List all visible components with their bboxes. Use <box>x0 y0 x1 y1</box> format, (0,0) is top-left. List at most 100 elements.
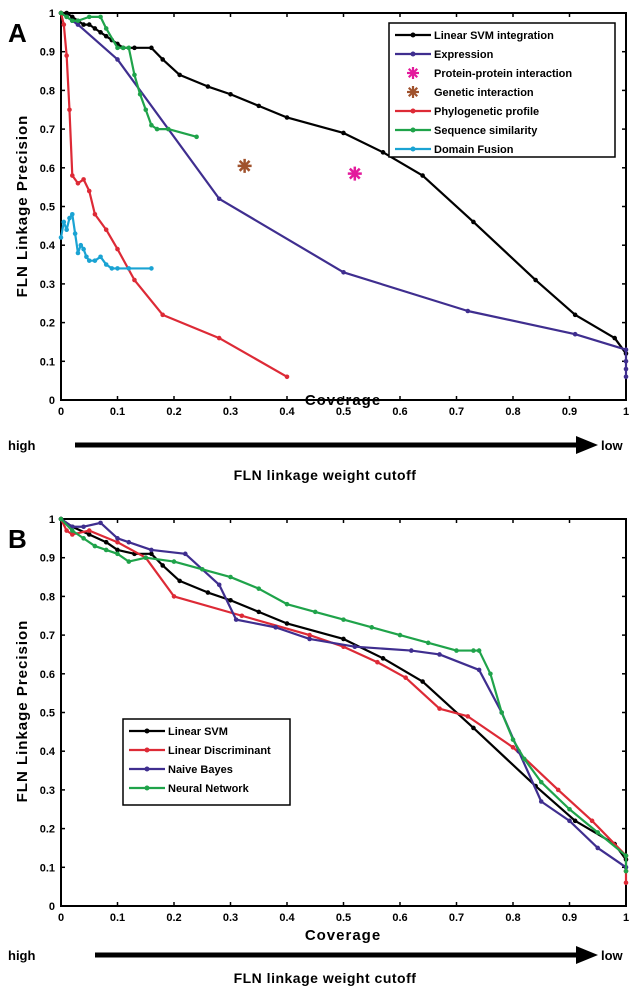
data-point <box>465 714 471 719</box>
y-tick-label: 0.8 <box>40 85 55 97</box>
data-point <box>623 880 629 886</box>
data-point <box>205 590 211 595</box>
data-point <box>522 756 527 762</box>
data-point <box>103 33 109 39</box>
y-tick-label: 0.6 <box>40 669 55 681</box>
data-point <box>183 551 188 557</box>
data-point <box>341 636 346 642</box>
x-tick-label: 0.1 <box>110 406 125 418</box>
data-point <box>132 277 137 283</box>
data-point <box>126 266 132 271</box>
data-point <box>126 559 132 564</box>
x-tick-label: 0.6 <box>392 406 407 418</box>
data-point <box>64 53 69 58</box>
y-tick-label: 0.7 <box>40 124 55 136</box>
data-point <box>98 14 103 20</box>
data-point <box>403 675 408 680</box>
data-point <box>471 648 476 653</box>
data-point <box>454 648 459 653</box>
data-point <box>228 574 233 580</box>
data-point <box>510 745 516 750</box>
data-point <box>81 524 86 530</box>
data-point <box>375 659 380 665</box>
data-point <box>84 254 89 260</box>
data-point <box>120 45 126 51</box>
x-axis-title: Coverage <box>305 392 381 409</box>
series-naive-bayes <box>58 516 629 870</box>
y-tick-label: 1 <box>49 514 55 526</box>
legend-label: Domain Fusion <box>434 144 514 156</box>
data-point <box>115 246 120 252</box>
data-point <box>567 806 572 812</box>
data-point <box>471 219 476 225</box>
data-point <box>341 130 346 136</box>
arrow-label-low: low <box>601 438 624 453</box>
y-axis-title: FLN Linkage Precision <box>14 115 31 298</box>
data-point <box>98 30 103 35</box>
data-point <box>307 632 312 638</box>
x-tick-label: 0.3 <box>223 912 238 924</box>
legend-label: Linear SVM <box>168 726 228 738</box>
x-tick-label: 1 <box>623 912 629 924</box>
series-neural-network <box>58 516 629 874</box>
data-point <box>64 528 69 533</box>
data-point <box>61 22 67 27</box>
data-point <box>86 528 92 533</box>
data-point <box>75 18 81 24</box>
legend-item: Naive Bayes <box>129 764 233 776</box>
legend-label: Sequence similarity <box>434 125 538 137</box>
legend-marker <box>410 51 416 57</box>
data-point <box>499 710 505 715</box>
data-point <box>510 737 516 742</box>
x-tick-label: 0 <box>58 406 64 418</box>
data-point <box>256 586 262 591</box>
data-point <box>273 625 279 630</box>
data-point <box>70 528 75 533</box>
data-point <box>132 45 137 51</box>
data-point <box>284 601 290 607</box>
data-point <box>103 227 109 233</box>
series-line <box>61 11 627 355</box>
legend-item: Expression <box>395 49 494 61</box>
data-point <box>61 219 67 225</box>
data-point <box>64 10 69 16</box>
x-tick-label: 0 <box>58 912 64 924</box>
legend-marker <box>144 728 150 734</box>
data-point <box>471 725 476 731</box>
data-point <box>98 254 103 260</box>
data-point <box>132 72 137 78</box>
data-point <box>312 609 318 615</box>
data-point <box>67 107 72 113</box>
data-point <box>115 539 120 545</box>
data-point <box>216 196 222 202</box>
data-point <box>465 308 471 314</box>
arrow-label-high: high <box>8 438 35 453</box>
arrow-label-low: low <box>601 948 624 963</box>
data-point <box>425 640 431 646</box>
y-tick-label: 1 <box>49 8 55 20</box>
series-line <box>59 12 288 378</box>
panel-letter: B <box>8 524 27 554</box>
data-point <box>126 539 132 545</box>
y-tick-label: 0.1 <box>40 862 55 874</box>
x-tick-label: 0.2 <box>166 406 181 418</box>
y-axis-title: FLN Linkage Precision <box>14 620 31 803</box>
data-point <box>86 188 92 194</box>
data-point <box>58 235 64 240</box>
x-tick-label: 0.5 <box>336 406 351 418</box>
data-point <box>81 536 86 541</box>
data-point-star <box>347 166 362 181</box>
data-point <box>92 211 98 217</box>
data-point <box>75 180 81 186</box>
data-point <box>58 10 64 16</box>
series-protein-protein-interaction <box>347 166 362 181</box>
x-tick-label: 0.9 <box>562 912 577 924</box>
x-tick-label: 0.1 <box>110 912 125 924</box>
x-tick-label: 0.4 <box>279 406 295 418</box>
cutoff-arrow: high low <box>8 946 624 964</box>
data-point <box>228 597 233 603</box>
data-point <box>81 246 86 252</box>
y-tick-label: 0.4 <box>40 240 56 252</box>
data-point <box>103 26 109 31</box>
legend-label: Genetic interaction <box>434 87 534 99</box>
